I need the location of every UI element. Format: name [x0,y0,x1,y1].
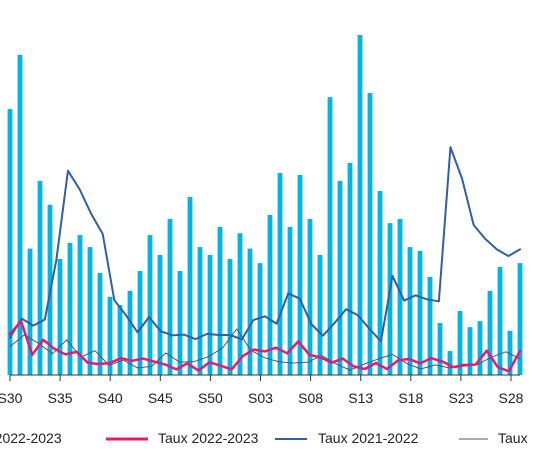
bar-8 [87,247,93,375]
bar-11 [117,305,123,375]
legend-label-taux_2021_2022: Taux 2021-2022 [318,430,419,446]
bar-48 [487,290,493,375]
bar-47 [477,321,483,375]
bar-9 [97,272,103,375]
bar-25 [257,263,263,375]
bar-3 [37,180,43,375]
bar-0 [7,109,13,375]
bar-37 [377,190,383,375]
bar-32 [327,97,333,376]
bar-6 [67,242,73,375]
x-tick-label-1: S35 [48,390,73,406]
bar-23 [237,233,243,375]
legend-label-taux_2022_2023: Taux 2022-2023 [158,430,259,446]
line-taux_2021_2022 [9,146,521,343]
x-tick-label-0: S30 [0,390,23,406]
bar-17 [177,271,183,375]
bar-49 [497,266,503,375]
x-tick-label-5: S03 [248,390,273,406]
bar-40 [407,247,413,375]
bar-43 [437,323,443,375]
x-tick-label-2: S40 [98,390,123,406]
bar-16 [167,219,173,375]
bar-41 [417,250,423,375]
bar-22 [227,259,233,375]
x-tick-label-10: S28 [499,390,524,406]
x-ticks: S30 S35 S40 S45 S50 S03 S08 S13 S18 S23 S28 [0,375,524,406]
x-tick-label-9: S23 [448,390,473,406]
bar-51 [517,263,523,375]
legend-label-taux_other: Taux [498,430,528,446]
bar-42 [427,277,433,375]
bar-45 [457,311,463,375]
legend-label-bars: e 2022-2023 [0,430,62,446]
bar-7 [77,235,83,375]
bar-10 [107,296,113,375]
bar-30 [307,219,313,375]
bar-29 [297,174,303,375]
bar-14 [147,235,153,375]
x-tick-label-4: S50 [198,390,223,406]
bar-5 [57,259,63,375]
bar-35 [357,35,363,375]
bars-layer [7,35,523,376]
x-tick-label-8: S18 [398,390,423,406]
bar-2 [27,248,33,375]
line-taux_2022_2023 [8,319,522,373]
bar-44 [447,351,453,375]
bar-24 [247,248,253,375]
bar-34 [347,162,353,375]
bar-39 [397,219,403,375]
bar-33 [337,180,343,375]
bar-26 [267,214,273,375]
x-tick-label-7: S13 [348,390,373,406]
bar-28 [287,226,293,375]
bar-12 [127,290,133,375]
legend-item-taux_other: Taux [459,430,528,446]
bar-50 [507,330,513,375]
x-tick-label-3: S45 [148,390,173,406]
bar-20 [207,254,213,375]
bar-27 [277,173,283,375]
legend-item-bars: e 2022-2023 [0,430,62,446]
bar-21 [217,226,223,375]
bar-36 [367,93,373,375]
x-tick-label-6: S08 [298,390,323,406]
legend-item-taux_2021_2022: Taux 2021-2022 [275,430,419,446]
legend-item-taux_2022_2023: Taux 2022-2023 [106,430,259,446]
bar-1 [17,54,23,376]
bar-38 [387,223,393,375]
bar-18 [187,196,193,375]
bar-31 [317,254,323,375]
bar-13 [137,271,143,375]
bar-15 [157,254,163,375]
line-taux_other [9,328,521,371]
legend: e 2022-2023 Taux 2022-2023 Taux 2021-2022 T… [0,430,528,446]
bar-46 [467,327,473,375]
bar-19 [197,247,203,375]
lines-layer [8,146,522,373]
